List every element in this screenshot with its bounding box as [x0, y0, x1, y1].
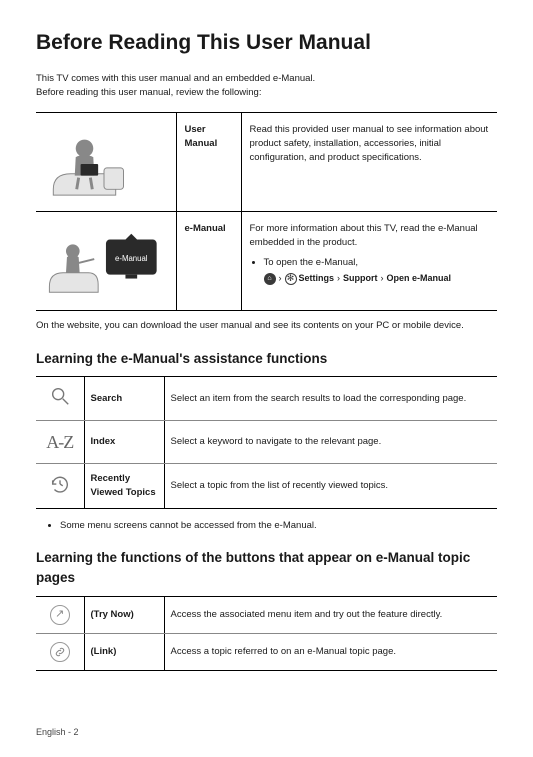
try-now-icon: ↗	[36, 596, 84, 633]
desc-index: Select a keyword to navigate to the rele…	[164, 421, 497, 464]
row-link: (Link) Access a topic referred to on an …	[36, 633, 497, 671]
gear-icon: ✻	[285, 273, 297, 285]
label-try-now: (Try Now)	[84, 596, 164, 633]
label-recent: Recently Viewed Topics	[84, 464, 164, 509]
home-icon: ⌂	[264, 273, 276, 285]
desc-e-manual-text: For more information about this TV, read…	[250, 223, 478, 248]
breadcrumb-settings: Settings	[299, 272, 335, 285]
download-note: On the website, you can download the use…	[36, 319, 497, 333]
label-e-manual: e-Manual	[176, 211, 241, 310]
tv-label-text: e-Manual	[115, 254, 148, 263]
manual-types-table: User Manual Read this provided user manu…	[36, 112, 497, 311]
row-e-manual: e-Manual e-Manual For more information a…	[36, 211, 497, 310]
recent-icon	[36, 464, 84, 509]
row-user-manual: User Manual Read this provided user manu…	[36, 112, 497, 211]
access-note: Some menu screens cannot be accessed fro…	[60, 519, 497, 533]
illustration-e-manual: e-Manual	[36, 211, 176, 310]
open-emanual-breadcrumb: ⌂ › ✻ Settings › Support › Open e-Manual	[264, 272, 490, 285]
chevron-icon: ›	[381, 272, 384, 285]
intro-text: This TV comes with this user manual and …	[36, 72, 497, 100]
row-search: Search Select an item from the search re…	[36, 377, 497, 421]
section-title-assistance: Learning the e-Manual's assistance funct…	[36, 349, 497, 369]
breadcrumb-support: Support	[343, 272, 378, 285]
desc-try-now: Access the associated menu item and try …	[164, 596, 497, 633]
link-icon	[36, 633, 84, 671]
assistance-functions-table: Search Select an item from the search re…	[36, 376, 497, 508]
label-search: Search	[84, 377, 164, 421]
intro-line-2: Before reading this user manual, review …	[36, 86, 497, 100]
row-try-now: ↗ (Try Now) Access the associated menu i…	[36, 596, 497, 633]
row-index: A-Z Index Select a keyword to navigate t…	[36, 421, 497, 464]
chevron-icon: ›	[279, 272, 282, 285]
search-icon	[36, 377, 84, 421]
desc-e-manual: For more information about this TV, read…	[241, 211, 497, 310]
illustration-user-manual	[36, 112, 176, 211]
chevron-icon: ›	[337, 272, 340, 285]
row-recent: Recently Viewed Topics Select a topic fr…	[36, 464, 497, 509]
label-link: (Link)	[84, 633, 164, 671]
topic-buttons-table: ↗ (Try Now) Access the associated menu i…	[36, 596, 497, 672]
intro-line-1: This TV comes with this user manual and …	[36, 72, 497, 86]
open-emanual-bullet-text: To open the e-Manual,	[264, 257, 359, 268]
access-note-list: Some menu screens cannot be accessed fro…	[36, 519, 497, 533]
section-title-buttons: Learning the functions of the buttons th…	[36, 548, 497, 587]
desc-search: Select an item from the search results t…	[164, 377, 497, 421]
breadcrumb-open-emanual: Open e-Manual	[387, 272, 452, 285]
desc-link: Access a topic referred to on an e-Manua…	[164, 633, 497, 671]
label-user-manual: User Manual	[176, 112, 241, 211]
label-index: Index	[84, 421, 164, 464]
az-icon: A-Z	[36, 421, 84, 464]
open-emanual-bullet: To open the e-Manual, ⌂ › ✻ Settings › S…	[264, 256, 490, 286]
page-footer: English - 2	[36, 726, 79, 739]
desc-recent: Select a topic from the list of recently…	[164, 464, 497, 509]
desc-user-manual: Read this provided user manual to see in…	[241, 112, 497, 211]
page-title: Before Reading This User Manual	[36, 28, 497, 58]
